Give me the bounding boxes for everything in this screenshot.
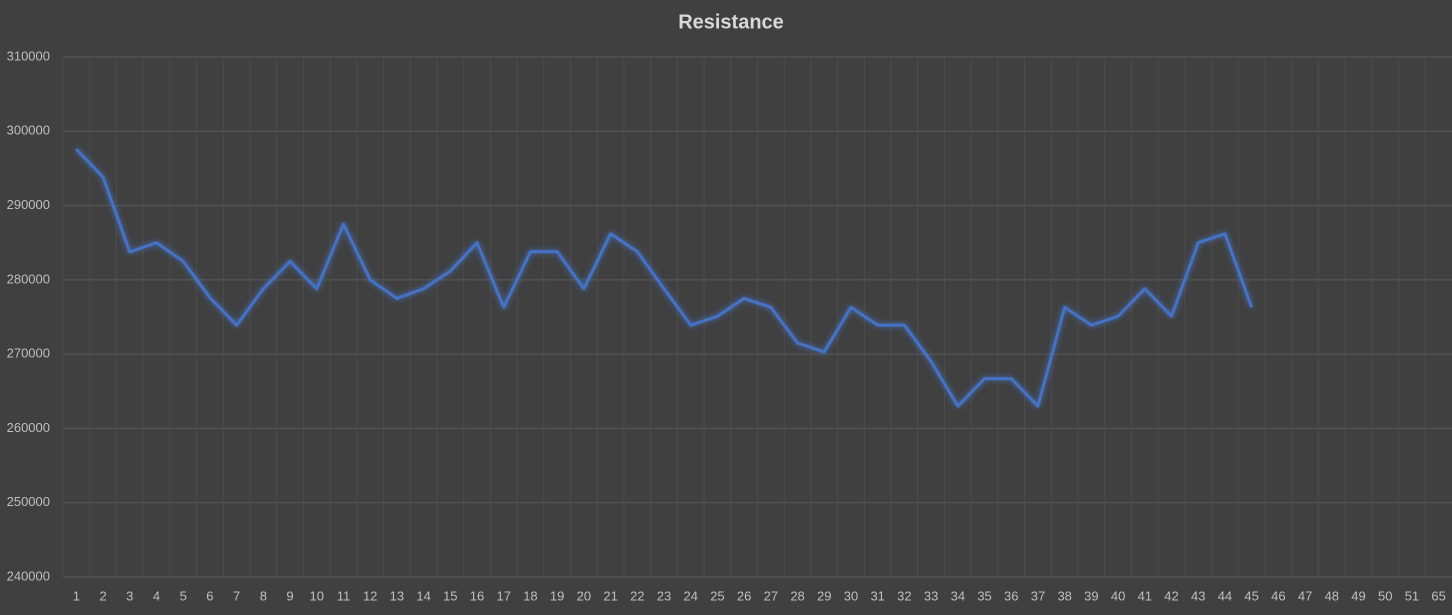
x-tick-label: 36 <box>1004 588 1018 603</box>
x-tick-label: 17 <box>497 588 511 603</box>
x-tick-label: 39 <box>1084 588 1098 603</box>
x-tick-label: 48 <box>1325 588 1339 603</box>
x-tick-label: 47 <box>1298 588 1312 603</box>
x-tick-label: 19 <box>550 588 564 603</box>
y-tick-label: 310000 <box>7 48 50 63</box>
x-tick-label: 51 <box>1405 588 1419 603</box>
x-tick-label: 12 <box>363 588 377 603</box>
x-tick-label: 44 <box>1218 588 1232 603</box>
x-tick-label: 41 <box>1138 588 1152 603</box>
x-tick-label: 10 <box>310 588 324 603</box>
x-tick-label: 2 <box>99 588 106 603</box>
x-tick-label: 13 <box>390 588 404 603</box>
x-tick-label: 49 <box>1351 588 1365 603</box>
x-tick-label: 7 <box>233 588 240 603</box>
x-tick-label: 42 <box>1164 588 1178 603</box>
x-tick-label: 6 <box>206 588 213 603</box>
x-tick-label: 37 <box>1031 588 1045 603</box>
x-tick-label: 30 <box>844 588 858 603</box>
x-tick-label: 50 <box>1378 588 1392 603</box>
y-tick-label: 280000 <box>7 271 50 286</box>
x-tick-label: 11 <box>337 588 351 603</box>
x-tick-label: 5 <box>180 588 187 603</box>
x-tick-label: 14 <box>416 588 430 603</box>
y-tick-label: 250000 <box>7 494 50 509</box>
x-tick-label: 29 <box>817 588 831 603</box>
x-tick-label: 46 <box>1271 588 1285 603</box>
x-tick-label: 20 <box>577 588 591 603</box>
data-line <box>75 148 1254 408</box>
x-tick-label: 25 <box>710 588 724 603</box>
x-tick-label: 38 <box>1057 588 1071 603</box>
x-tick-label: 24 <box>683 588 697 603</box>
x-tick-label: 1 <box>73 588 80 603</box>
x-tick-label: 65 <box>1431 588 1445 603</box>
x-tick-label: 40 <box>1111 588 1125 603</box>
x-tick-label: 23 <box>657 588 671 603</box>
x-tick-label: 26 <box>737 588 751 603</box>
x-tick-label: 4 <box>153 588 160 603</box>
x-tick-label: 33 <box>924 588 938 603</box>
x-tick-label: 18 <box>523 588 537 603</box>
y-tick-label: 260000 <box>7 420 50 435</box>
y-tick-label: 270000 <box>7 346 50 361</box>
x-tick-label: 22 <box>630 588 644 603</box>
y-tick-label: 290000 <box>7 197 50 212</box>
x-tick-label: 15 <box>443 588 457 603</box>
x-tick-label: 3 <box>126 588 133 603</box>
x-tick-label: 8 <box>260 588 267 603</box>
x-tick-label: 9 <box>286 588 293 603</box>
x-tick-label: 31 <box>870 588 884 603</box>
x-tick-label: 35 <box>977 588 991 603</box>
y-tick-label: 240000 <box>7 568 50 583</box>
x-tick-label: 34 <box>951 588 965 603</box>
x-tick-label: 28 <box>790 588 804 603</box>
y-tick-label: 300000 <box>7 123 50 138</box>
x-tick-label: 45 <box>1244 588 1258 603</box>
x-tick-label: 32 <box>897 588 911 603</box>
x-tick-label: 16 <box>470 588 484 603</box>
x-tick-label: 21 <box>603 588 617 603</box>
chart-title: Resistance <box>678 11 784 33</box>
x-tick-label: 43 <box>1191 588 1205 603</box>
x-tick-label: 27 <box>764 588 778 603</box>
